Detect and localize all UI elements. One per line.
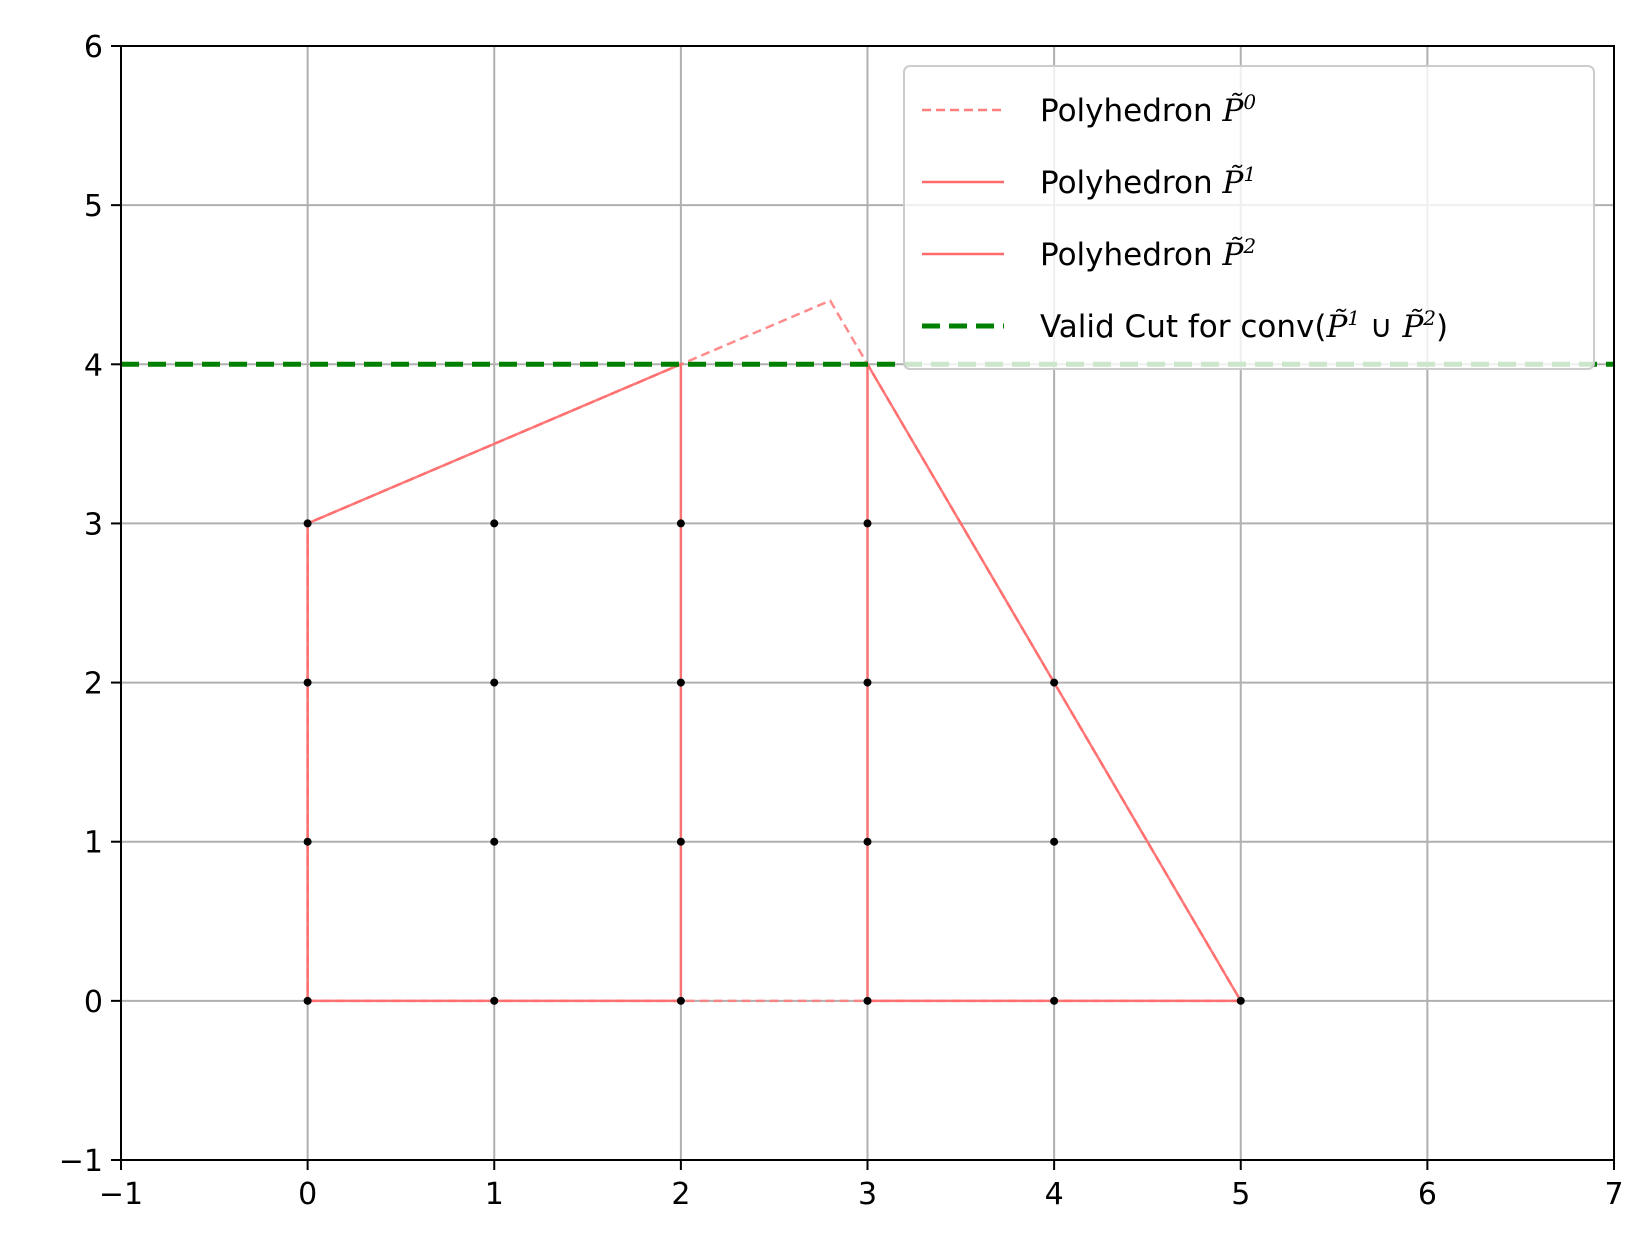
legend-label-0: Polyhedron P̃0	[1040, 90, 1256, 129]
y-tick-label: 4	[84, 348, 103, 383]
x-tick-label: 5	[1231, 1177, 1250, 1212]
x-tick-label: 3	[858, 1177, 877, 1212]
legend: Polyhedron P̃0 Polyhedron P̃1 Polyhedron P…	[903, 65, 1595, 370]
axis-ticks: −1 0 1 2 3 4 5 6 7 −1 0 1 2 3 4 5 6	[59, 30, 1624, 1212]
y-tick-label: 5	[84, 189, 103, 224]
integer-point	[1236, 996, 1245, 1005]
integer-point	[1050, 837, 1059, 846]
integer-point	[676, 678, 685, 687]
y-tick-label: 2	[84, 667, 103, 702]
x-tick-label: 2	[671, 1177, 690, 1212]
y-tick-label: −1	[59, 1144, 103, 1179]
legend-label-3: Valid Cut for conv(P̃1 ∪ P̃2)	[1040, 306, 1448, 345]
integer-point	[303, 678, 312, 687]
integer-point	[676, 519, 685, 528]
x-tick-label: 6	[1418, 1177, 1437, 1212]
integer-point	[863, 678, 872, 687]
x-tick-label: 4	[1045, 1177, 1064, 1212]
integer-point	[303, 837, 312, 846]
integer-point	[1050, 678, 1059, 687]
x-tick-label: −1	[99, 1177, 143, 1212]
integer-points	[303, 519, 1245, 1005]
integer-point	[490, 996, 499, 1005]
integer-point	[676, 837, 685, 846]
x-tick-label: 1	[485, 1177, 504, 1212]
x-tick-label: 7	[1604, 1177, 1623, 1212]
integer-point	[676, 996, 685, 1005]
y-tick-label: 6	[84, 30, 103, 65]
integer-point	[863, 837, 872, 846]
integer-point	[863, 519, 872, 528]
y-tick-label: 1	[84, 826, 103, 861]
integer-point	[490, 837, 499, 846]
integer-point	[1050, 996, 1059, 1005]
integer-point	[303, 996, 312, 1005]
integer-point	[490, 519, 499, 528]
legend-label-1: Polyhedron P̃1	[1040, 162, 1256, 201]
x-tick-label: 0	[298, 1177, 317, 1212]
integer-point	[303, 519, 312, 528]
integer-point	[863, 996, 872, 1005]
integer-point	[490, 678, 499, 687]
y-tick-label: 0	[84, 985, 103, 1020]
legend-box	[903, 65, 1595, 370]
legend-label-2: Polyhedron P̃2	[1040, 234, 1256, 273]
y-tick-label: 3	[84, 507, 103, 542]
